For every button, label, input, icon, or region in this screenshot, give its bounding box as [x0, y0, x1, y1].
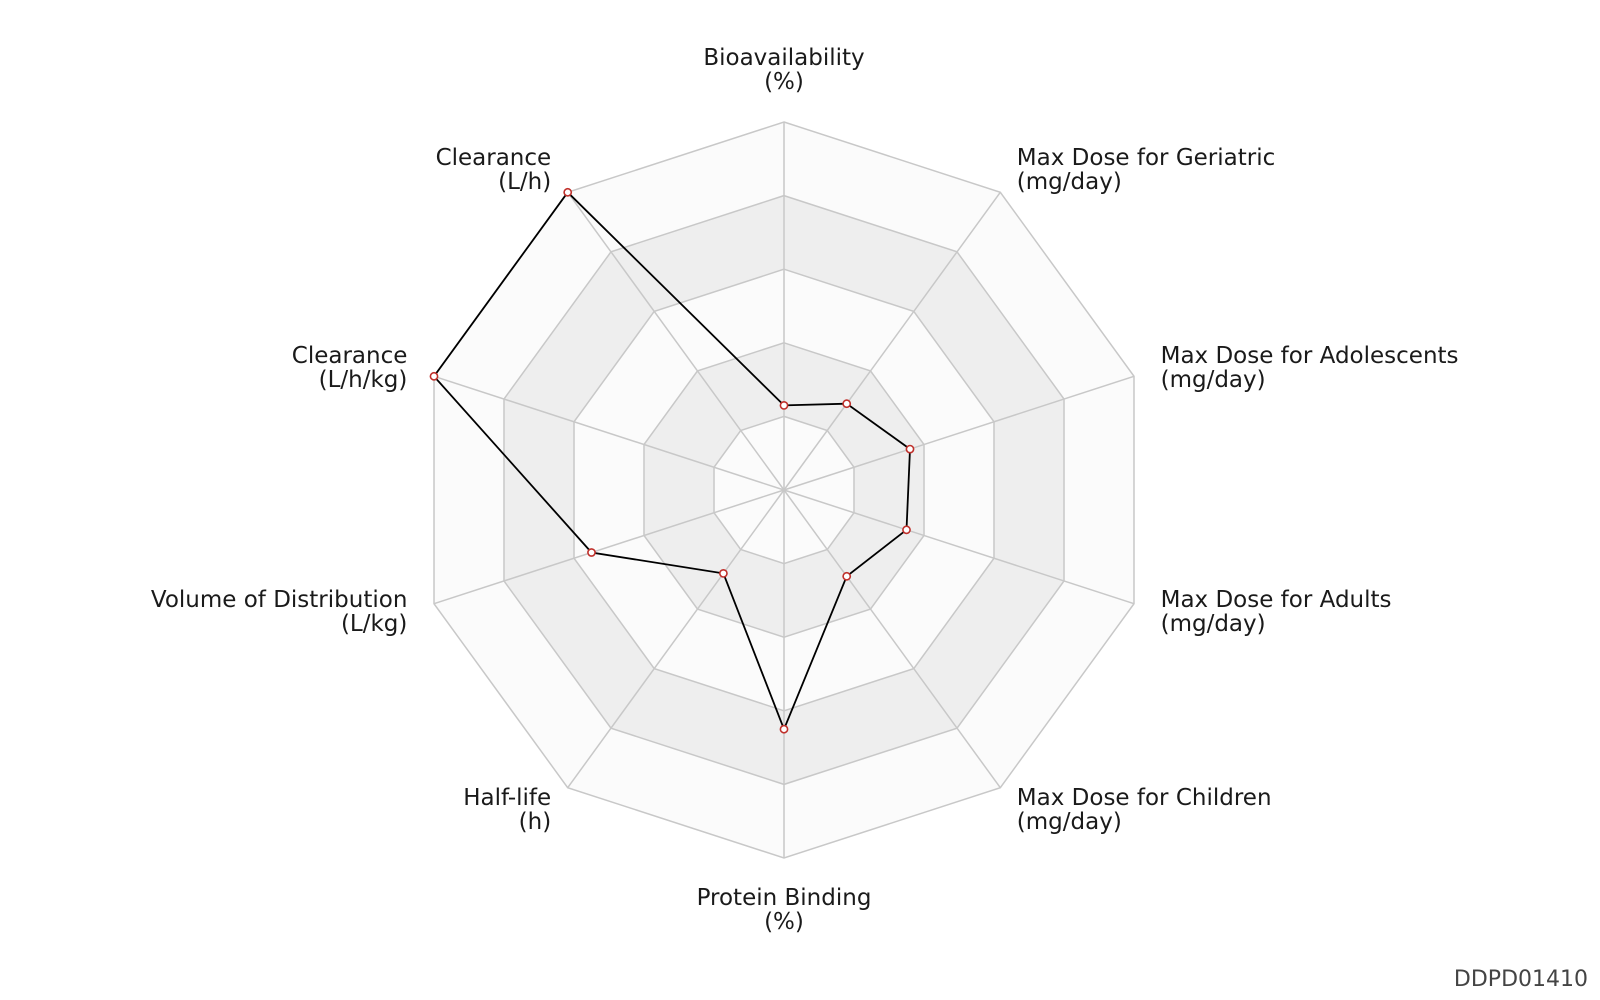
data-point-1 — [842, 399, 852, 409]
data-point-5 — [779, 724, 789, 734]
axis-label-unit: (mg/day) — [1160, 366, 1266, 393]
axis-spoke-1 — [783, 191, 1001, 491]
axis-label-name: Volume of Distribution — [150, 587, 408, 614]
axis-spoke-7 — [433, 489, 785, 605]
data-point-0 — [779, 400, 789, 410]
axis-label-unit: (%) — [764, 69, 804, 95]
axis-label-name: Max Dose for Adults — [1160, 587, 1392, 614]
axis-label-unit: (%) — [764, 909, 804, 935]
data-point-4 — [842, 571, 852, 581]
axis-label-2: Max Dose for Adolescents (mg/day) — [1161, 344, 1459, 392]
axis-label-name: Half-life — [463, 785, 552, 812]
axis-label-4: Max Dose for Children (mg/day) — [1017, 786, 1272, 834]
axis-spoke-3 — [783, 489, 1135, 605]
axis-spoke-9 — [567, 191, 785, 491]
axis-label-7: Volume of Distribution (L/kg) — [151, 588, 408, 636]
axis-label-name: Max Dose for Children — [1016, 785, 1272, 812]
axis-label-name: Bioavailability — [703, 45, 865, 71]
axis-label-1: Max Dose for Geriatric (mg/day) — [1017, 146, 1275, 194]
axis-label-unit: (L/kg) — [340, 611, 408, 638]
data-point-2 — [905, 444, 915, 454]
axis-label-name: Clearance — [435, 144, 552, 171]
data-point-7 — [587, 548, 596, 557]
axis-label-unit: (mg/day) — [1016, 809, 1122, 836]
axis-label-name: Max Dose for Geriatric — [1016, 144, 1276, 171]
axis-label-0: Bioavailability (%) — [703, 46, 864, 94]
data-point-8 — [429, 371, 439, 381]
axis-label-unit: (L/h/kg) — [318, 366, 408, 393]
axis-label-unit: (h) — [518, 809, 552, 836]
axis-label-name: Clearance — [291, 342, 408, 369]
axis-label-name: Protein Binding — [696, 885, 872, 911]
axis-label-6: Half-life (h) — [463, 786, 551, 834]
axis-spoke-8 — [433, 375, 785, 491]
axis-spoke-4 — [783, 489, 1001, 789]
axis-label-3: Max Dose for Adults (mg/day) — [1161, 588, 1392, 636]
axis-label-5: Protein Binding (%) — [697, 886, 872, 934]
axis-label-unit: (mg/day) — [1160, 611, 1266, 638]
axis-label-unit: (L/h) — [498, 168, 552, 195]
data-point-3 — [902, 525, 911, 535]
axis-label-9: Clearance (L/h) — [436, 146, 552, 194]
watermark-id: DDPD01410 — [1453, 967, 1588, 992]
axis-spoke-2 — [783, 375, 1135, 491]
axis-label-unit: (mg/day) — [1016, 168, 1122, 195]
axis-label-8: Clearance (L/h/kg) — [292, 344, 408, 392]
data-point-6 — [719, 569, 728, 578]
axis-spoke-6 — [567, 489, 785, 789]
data-point-9 — [563, 187, 573, 197]
axis-label-name: Max Dose for Adolescents — [1160, 342, 1459, 369]
